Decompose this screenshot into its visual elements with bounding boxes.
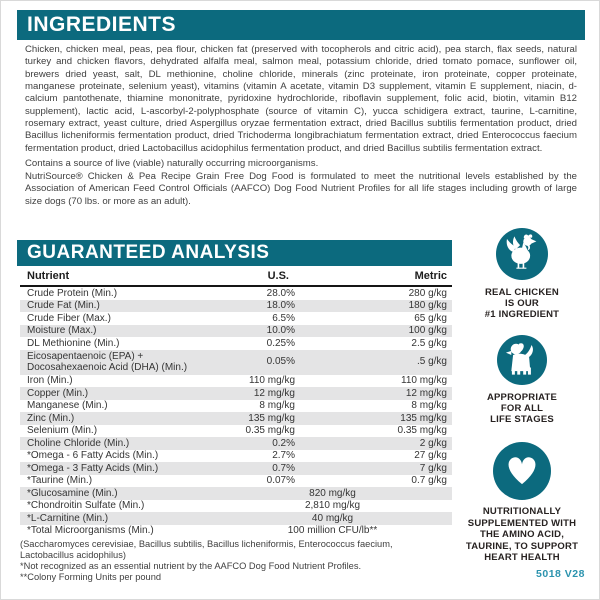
us-cell: 135 mg/kg: [248, 412, 295, 424]
table-row: Crude Fat (Min.) 18.0% 180 g/kg: [20, 299, 452, 312]
metric-cell: 65 g/kg: [414, 312, 447, 324]
metric-cell: 100 g/kg: [408, 325, 447, 336]
metric-cell: 7 g/kg: [419, 462, 447, 474]
ingredients-section-header: INGREDIENTS: [17, 10, 585, 40]
table-row: *Glucosamine (Min.) 820 mg/kg: [20, 487, 452, 500]
microorganisms-note: Contains a source of live (viable) natur…: [25, 158, 319, 169]
table-row: Zinc (Min.) 135 mg/kg 135 mg/kg: [20, 412, 452, 425]
heart-badge: [493, 442, 551, 500]
chicken-icon: [502, 232, 542, 277]
guaranteed-analysis-section-header: GUARANTEED ANALYSIS: [17, 240, 452, 266]
nutrient-cell: Manganese (Min.): [27, 400, 108, 411]
ingredients-title: INGREDIENTS: [27, 13, 177, 36]
column-header-metric: Metric: [414, 269, 447, 282]
dog-icon: [503, 339, 541, 382]
us-cell: 10.0%: [266, 325, 295, 336]
metric-cell: .5 g/kg: [416, 356, 447, 368]
metric-cell: 0.35 mg/kg: [397, 425, 447, 436]
table-row: Selenium (Min.) 0.35 mg/kg 0.35 mg/kg: [20, 425, 452, 438]
nutrient-cell: Crude Fiber (Max.): [27, 312, 111, 324]
table-row: Crude Fiber (Max.) 6.5% 65 g/kg: [20, 312, 452, 325]
table-row: *Taurine (Min.) 0.07% 0.7 g/kg: [20, 475, 452, 488]
dog-badge: [497, 335, 547, 385]
nutrient-cell: *Taurine (Min.): [27, 475, 93, 486]
chicken-badge: [496, 228, 548, 280]
table-row: Crude Protein (Min.) 28.0% 280 g/kg: [20, 287, 452, 300]
heart-icon: [501, 448, 543, 495]
us-cell: 110 mg/kg: [249, 375, 295, 386]
metric-cell: 110 mg/kg: [401, 375, 447, 386]
nutrient-cell: *Chondroitin Sulfate (Min.): [27, 500, 145, 511]
table-row: Eicosapentaenoic (EPA) + Docosahexaenoic…: [20, 349, 452, 375]
nutrient-cell: Copper (Min.): [27, 387, 89, 399]
us-cell: 0.35 mg/kg: [245, 425, 295, 436]
metric-cell: 27 g/kg: [414, 450, 447, 461]
badge-caption-taurine: NUTRITIONALLY SUPPLEMENTED WITH THE AMIN…: [465, 506, 579, 563]
nutrient-cell: *Total Microorganisms (Min.): [27, 525, 154, 536]
nutrient-cell: Selenium (Min.): [27, 425, 98, 436]
metric-cell: 12 mg/kg: [405, 387, 447, 399]
metric-cell: 2 g/kg: [419, 437, 447, 449]
combined-value-cell: 40 mg/kg: [311, 512, 354, 524]
us-cell: 8 mg/kg: [259, 400, 295, 411]
nutrient-cell: Eicosapentaenoic (EPA) + Docosahexaenoic…: [27, 350, 188, 374]
column-header-us: U.S.: [267, 269, 289, 282]
us-cell: 28.0%: [266, 287, 295, 299]
nutrient-cell: *Glucosamine (Min.): [27, 487, 118, 499]
metric-cell: 0.7 g/kg: [411, 475, 447, 486]
metric-cell: 180 g/kg: [408, 300, 447, 311]
double-asterisk-footnote: **Colony Forming Units per pound: [20, 572, 162, 582]
nutrient-cell: Moisture (Max.): [27, 325, 97, 336]
table-row: *Omega - 3 Fatty Acids (Min.) 0.7% 7 g/k…: [20, 462, 452, 475]
badge-caption-real-chicken: REAL CHICKEN IS OUR #1 INGREDIENT: [484, 287, 560, 320]
aafco-statement: NutriSource® Chicken & Pea Recipe Grain …: [25, 171, 577, 207]
table-row: *Chondroitin Sulfate (Min.) 2,810 mg/kg: [20, 500, 452, 513]
nutrient-cell: *L-Carnitine (Min.): [27, 512, 109, 524]
us-cell: 18.0%: [266, 300, 295, 311]
table-row: *Total Microorganisms (Min.) 100 million…: [20, 525, 452, 538]
table-footnotes: (Saccharomyces cerevisiae, Bacillus subt…: [20, 539, 444, 583]
ingredients-list-text: Chicken, chicken meal, peas, pea flour, …: [25, 44, 577, 154]
guaranteed-analysis-table: Nutrient U.S. Metric Crude Protein (Min.…: [20, 266, 452, 583]
us-cell: 12 mg/kg: [253, 387, 295, 399]
guaranteed-analysis-title: GUARANTEED ANALYSIS: [27, 242, 270, 263]
us-cell: 6.5%: [272, 312, 295, 324]
nutrient-cell: Zinc (Min.): [27, 412, 75, 424]
version-code: 5018 V28: [536, 568, 585, 580]
nutrient-cell: DL Methionine (Min.): [27, 337, 120, 349]
metric-cell: 2.5 g/kg: [411, 337, 447, 349]
combined-value-cell: 820 mg/kg: [309, 487, 356, 499]
table-header-row: Nutrient U.S. Metric: [20, 266, 452, 287]
microorganism-species-note: (Saccharomyces cerevisiae, Bacillus subt…: [20, 539, 393, 560]
combined-value-cell: 2,810 mg/kg: [304, 500, 361, 511]
badge-caption-life-stages: APPROPRIATE FOR ALL LIFE STAGES: [486, 392, 558, 425]
table-row: *Omega - 6 Fatty Acids (Min.) 2.7% 27 g/…: [20, 450, 452, 463]
nutrient-cell: Crude Protein (Min.): [27, 287, 118, 299]
nutrient-cell: Crude Fat (Min.): [27, 300, 100, 311]
combined-value-cell: 100 million CFU/lb**: [287, 525, 378, 536]
benefit-badges-column: REAL CHICKEN IS OUR #1 INGREDIENT APPROP…: [454, 226, 590, 564]
table-row: Copper (Min.) 12 mg/kg 12 mg/kg: [20, 387, 452, 400]
table-row: Moisture (Max.) 10.0% 100 g/kg: [20, 324, 452, 337]
metric-cell: 280 g/kg: [408, 287, 447, 299]
metric-cell: 135 mg/kg: [400, 412, 447, 424]
us-cell: 0.2%: [272, 437, 295, 449]
table-row: Choline Chloride (Min.) 0.2% 2 g/kg: [20, 437, 452, 450]
nutrient-cell: *Omega - 6 Fatty Acids (Min.): [27, 450, 159, 461]
table-row: Manganese (Min.) 8 mg/kg 8 mg/kg: [20, 400, 452, 413]
table-row: Iron (Min.) 110 mg/kg 110 mg/kg: [20, 375, 452, 388]
us-cell: 0.7%: [272, 462, 295, 474]
nutrient-cell: Iron (Min.): [27, 375, 73, 386]
table-row: DL Methionine (Min.) 0.25% 2.5 g/kg: [20, 337, 452, 350]
metric-cell: 8 mg/kg: [411, 400, 447, 411]
us-cell: 2.7%: [272, 450, 295, 461]
column-header-nutrient: Nutrient: [27, 269, 70, 282]
nutrient-cell: Choline Chloride (Min.): [27, 437, 130, 449]
us-cell: 0.05%: [266, 356, 295, 368]
nutrient-cell: *Omega - 3 Fatty Acids (Min.): [27, 462, 159, 474]
us-cell: 0.25%: [266, 337, 295, 349]
asterisk-footnote: *Not recognized as an essential nutrient…: [20, 561, 362, 571]
us-cell: 0.07%: [266, 475, 295, 486]
table-row: *L-Carnitine (Min.) 40 mg/kg: [20, 512, 452, 525]
